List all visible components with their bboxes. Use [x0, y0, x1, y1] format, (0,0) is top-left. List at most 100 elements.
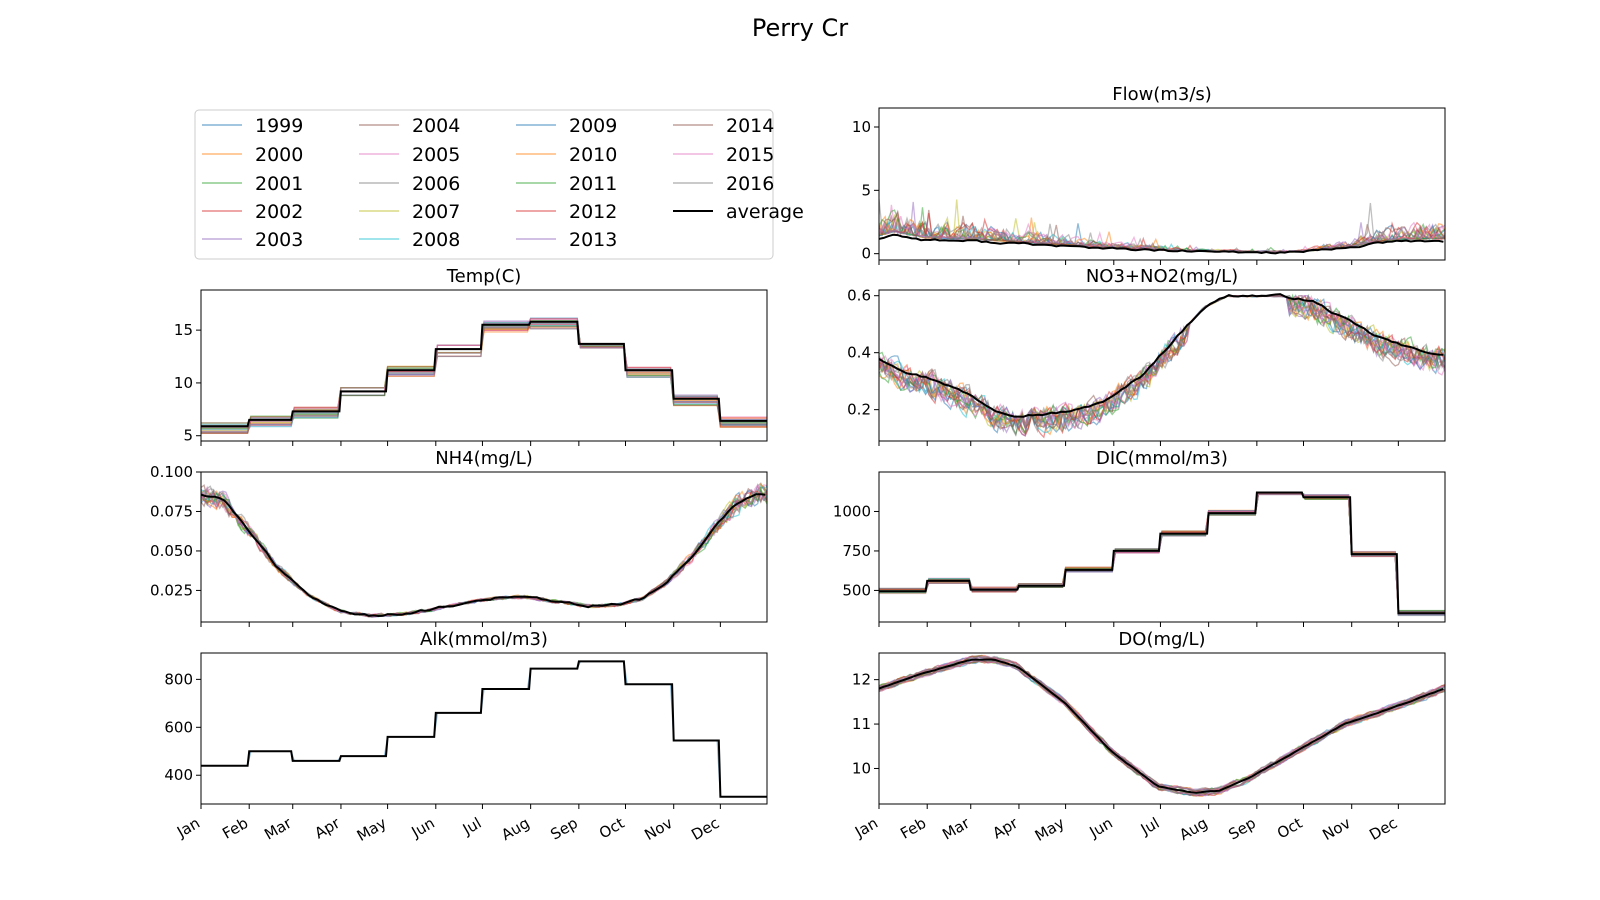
- panel-title-do: DO(mg/L): [1118, 629, 1205, 650]
- series-2007-no3: [879, 295, 1445, 432]
- series-average-alk: [201, 660, 767, 798]
- panel-flow: Flow(m3/s) 0 5 10: [852, 84, 1446, 265]
- series-average-flow: [879, 233, 1444, 255]
- series-2016-no3: [879, 294, 1445, 437]
- series-2010-do: [879, 659, 1445, 797]
- panel-title-temp: Temp(C): [446, 266, 522, 287]
- series-2014-nh4: [201, 484, 767, 617]
- series-2001-nh4: [201, 486, 767, 618]
- panel-alk: Alk(mmol/m3) 400 600 800 Jan Feb Mar Apr May Jun J…: [164, 629, 768, 845]
- xtick-label-alk-1: Feb: [219, 814, 251, 843]
- series-group-temp: [201, 317, 767, 435]
- series-2013-do: [879, 659, 1445, 797]
- legend-label-2016: 2016: [726, 173, 774, 195]
- series-2016-nh4: [201, 485, 767, 617]
- xtick-label-alk-4: May: [354, 814, 390, 845]
- xtick-label-alk-11: Dec: [688, 814, 722, 844]
- series-2003-nh4: [201, 485, 767, 618]
- ytick-label-nh4-1: 0.050: [150, 542, 193, 560]
- series-2004-temp: [201, 320, 767, 427]
- legend-label-2004: 2004: [412, 115, 460, 137]
- ytick-label-flow-1: 5: [861, 181, 871, 199]
- ytick-label-temp-0: 5: [183, 427, 193, 445]
- legend-label-2000: 2000: [255, 144, 303, 166]
- series-1999-alk: [201, 660, 767, 798]
- xtick-label-do-5: Jun: [1086, 814, 1116, 842]
- xtick-label-do-10: Nov: [1319, 814, 1353, 844]
- axes-frame-no3: [878, 289, 1446, 442]
- legend-label-2010: 2010: [569, 144, 617, 166]
- series-group-do: [879, 654, 1445, 797]
- series-2000-temp: [201, 327, 767, 429]
- axes-frame-dic: [878, 471, 1446, 623]
- series-2002-nh4: [201, 488, 767, 617]
- xtick-label-alk-9: Oct: [596, 814, 628, 843]
- series-2007-do: [879, 660, 1445, 797]
- series-1999-nh4: [201, 486, 767, 617]
- ytick-label-dic-0: 500: [842, 581, 871, 599]
- xtick-label-do-3: Apr: [989, 813, 1021, 842]
- series-2009-nh4: [201, 488, 767, 617]
- axes-frame-nh4: [200, 471, 768, 623]
- series-2014-no3: [879, 295, 1445, 431]
- xtick-label-alk-3: Apr: [311, 813, 343, 842]
- panel-no3: NO3+NO2(mg/L) 0.2 0.4 0.6: [847, 266, 1446, 446]
- series-average-dic: [879, 491, 1445, 615]
- series-1999-do: [879, 655, 1445, 792]
- xtick-label-do-7: Aug: [1176, 814, 1210, 844]
- legend-label-2011: 2011: [569, 173, 617, 195]
- ytick-label-alk-1: 600: [164, 718, 193, 736]
- series-2005-do: [879, 655, 1445, 793]
- series-2015-nh4: [201, 483, 767, 618]
- axes-frame-do: [878, 652, 1446, 805]
- series-2006-do: [879, 655, 1445, 792]
- series-2001-do: [879, 655, 1445, 793]
- series-2011-temp: [201, 324, 767, 429]
- legend-label-2014: 2014: [726, 115, 774, 137]
- series-group-no3: [879, 293, 1445, 439]
- series-2006-nh4: [201, 482, 767, 618]
- panel-temp: Temp(C) 5 10 15: [174, 266, 768, 446]
- ytick-label-nh4-3: 0.100: [150, 463, 193, 481]
- panel-title-dic: DIC(mmol/m3): [1096, 448, 1228, 469]
- ytick-label-no3-1: 0.4: [847, 344, 871, 362]
- series-2007-temp: [201, 320, 767, 431]
- series-2014-temp: [201, 326, 767, 434]
- xtick-label-do-1: Feb: [897, 814, 929, 843]
- legend-label-2003: 2003: [255, 229, 303, 251]
- ytick-label-flow-2: 10: [852, 118, 871, 136]
- xtick-label-alk-8: Sep: [547, 814, 580, 844]
- ytick-label-do-0: 10: [852, 759, 871, 777]
- panel-do: DO(mg/L) 10 11 12 Jan Feb Mar Apr May Jun Jul Aug Se…: [851, 629, 1446, 845]
- series-group-alk: [201, 660, 767, 798]
- xtick-label-do-8: Sep: [1225, 814, 1258, 844]
- series-2013-nh4: [201, 483, 767, 618]
- legend-label-1999: 1999: [255, 115, 303, 137]
- ytick-label-nh4-2: 0.075: [150, 502, 193, 520]
- series-2002-temp: [201, 323, 767, 429]
- axes-frame-flow: [878, 107, 1446, 261]
- ytick-label-no3-0: 0.2: [847, 401, 871, 419]
- series-2005-nh4: [201, 484, 767, 617]
- ytick-label-alk-0: 400: [164, 766, 193, 784]
- series-group-flow: [879, 199, 1445, 255]
- legend-label-2002: 2002: [255, 201, 303, 223]
- series-2008-temp: [201, 321, 767, 428]
- legend-label-2013: 2013: [569, 229, 617, 251]
- axes-frame-temp: [200, 289, 768, 442]
- legend-label-2005: 2005: [412, 144, 460, 166]
- series-average-no3: [879, 293, 1444, 418]
- panel-title-no3: NO3+NO2(mg/L): [1086, 266, 1238, 287]
- series-2002-do: [879, 655, 1445, 793]
- series-2007-nh4: [201, 486, 767, 618]
- series-2008-nh4: [201, 483, 767, 618]
- legend-label-2012: 2012: [569, 201, 617, 223]
- xtick-label-do-9: Oct: [1274, 814, 1306, 843]
- series-2010-temp: [201, 321, 767, 425]
- legend-label-2007: 2007: [412, 201, 460, 223]
- panel-title-nh4: NH4(mg/L): [435, 448, 533, 469]
- series-average-do: [879, 658, 1444, 794]
- series-2008-do: [879, 659, 1445, 796]
- axes-frame-alk: [200, 652, 768, 805]
